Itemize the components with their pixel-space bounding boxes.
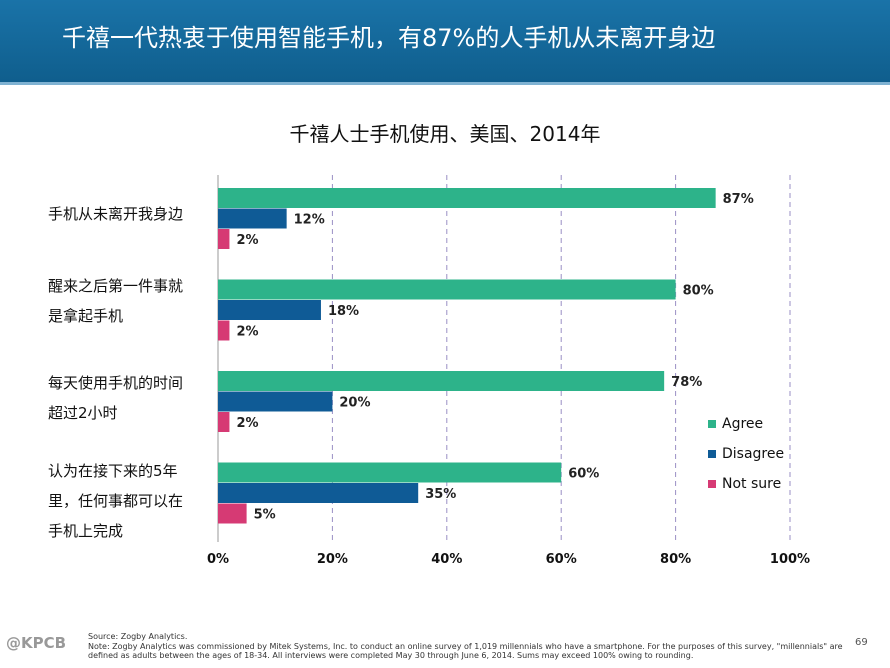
legend-swatch-not-sure xyxy=(708,480,716,488)
kpcb-logo: @KPCB xyxy=(6,634,67,652)
method-note: Note: Zogby Analytics was commissioned b… xyxy=(88,641,843,661)
bar-agree xyxy=(218,188,716,208)
data-label: 60% xyxy=(568,467,599,482)
slide-title: 千禧一代热衷于使用智能手机，有87%的人手机从未离开身边 xyxy=(62,24,716,52)
chart-legend: Agree Disagree Not sure xyxy=(708,409,784,499)
bar-agree xyxy=(218,371,665,391)
bar-disagree xyxy=(218,483,419,503)
data-label: 35% xyxy=(425,487,456,502)
bar-disagree xyxy=(218,300,321,320)
category-label-2: 醒来之后第一件事就 是拿起手机 xyxy=(48,277,184,325)
header-divider xyxy=(0,82,890,85)
legend-item-agree: Agree xyxy=(708,409,784,439)
x-tick-label: 20% xyxy=(317,552,348,567)
source-note: Source: Zogby Analytics. xyxy=(88,632,188,641)
x-tick-label: 40% xyxy=(431,552,462,567)
bar-disagree xyxy=(218,391,333,412)
bar-agree xyxy=(218,462,562,483)
data-label: 20% xyxy=(339,396,370,411)
data-label: 2% xyxy=(236,233,258,248)
data-label: 18% xyxy=(328,304,359,319)
data-label: 12% xyxy=(294,213,325,228)
bar-disagree xyxy=(218,208,287,229)
bar-not-sure xyxy=(218,412,230,432)
data-label: 78% xyxy=(671,375,702,390)
legend-swatch-agree xyxy=(708,420,716,428)
category-label-4: 认为在接下来的5年 里，任何事都可以在 手机上完成 xyxy=(48,462,184,540)
slide-header: 千禧一代热衷于使用智能手机，有87%的人手机从未离开身边 xyxy=(0,0,890,82)
legend-item-disagree: Disagree xyxy=(708,439,784,469)
data-label: 5% xyxy=(254,508,276,523)
legend-item-not-sure: Not sure xyxy=(708,469,784,499)
data-label: 2% xyxy=(236,416,258,431)
data-label: 80% xyxy=(683,284,714,299)
footer-notes: Source: Zogby Analytics. Note: Zogby Ana… xyxy=(88,632,848,661)
legend-swatch-disagree xyxy=(708,450,716,458)
x-tick-label: 0% xyxy=(207,552,229,567)
category-label-3: 每天使用手机的时间 超过2小时 xyxy=(48,374,184,422)
chart-title: 千禧人士手机使用、美国、2014年 xyxy=(289,122,601,146)
bar-not-sure xyxy=(218,229,230,249)
x-tick-label: 60% xyxy=(546,552,577,567)
page-number: 69 xyxy=(855,637,868,648)
data-label: 87% xyxy=(723,192,754,207)
data-label: 2% xyxy=(236,325,258,340)
x-tick-label: 80% xyxy=(660,552,691,567)
category-label-1: 手机从未离开我身边 xyxy=(48,205,184,223)
bar-not-sure xyxy=(218,320,230,341)
bar-not-sure xyxy=(218,503,247,524)
bar-agree xyxy=(218,279,676,300)
x-tick-label: 100% xyxy=(770,552,810,567)
